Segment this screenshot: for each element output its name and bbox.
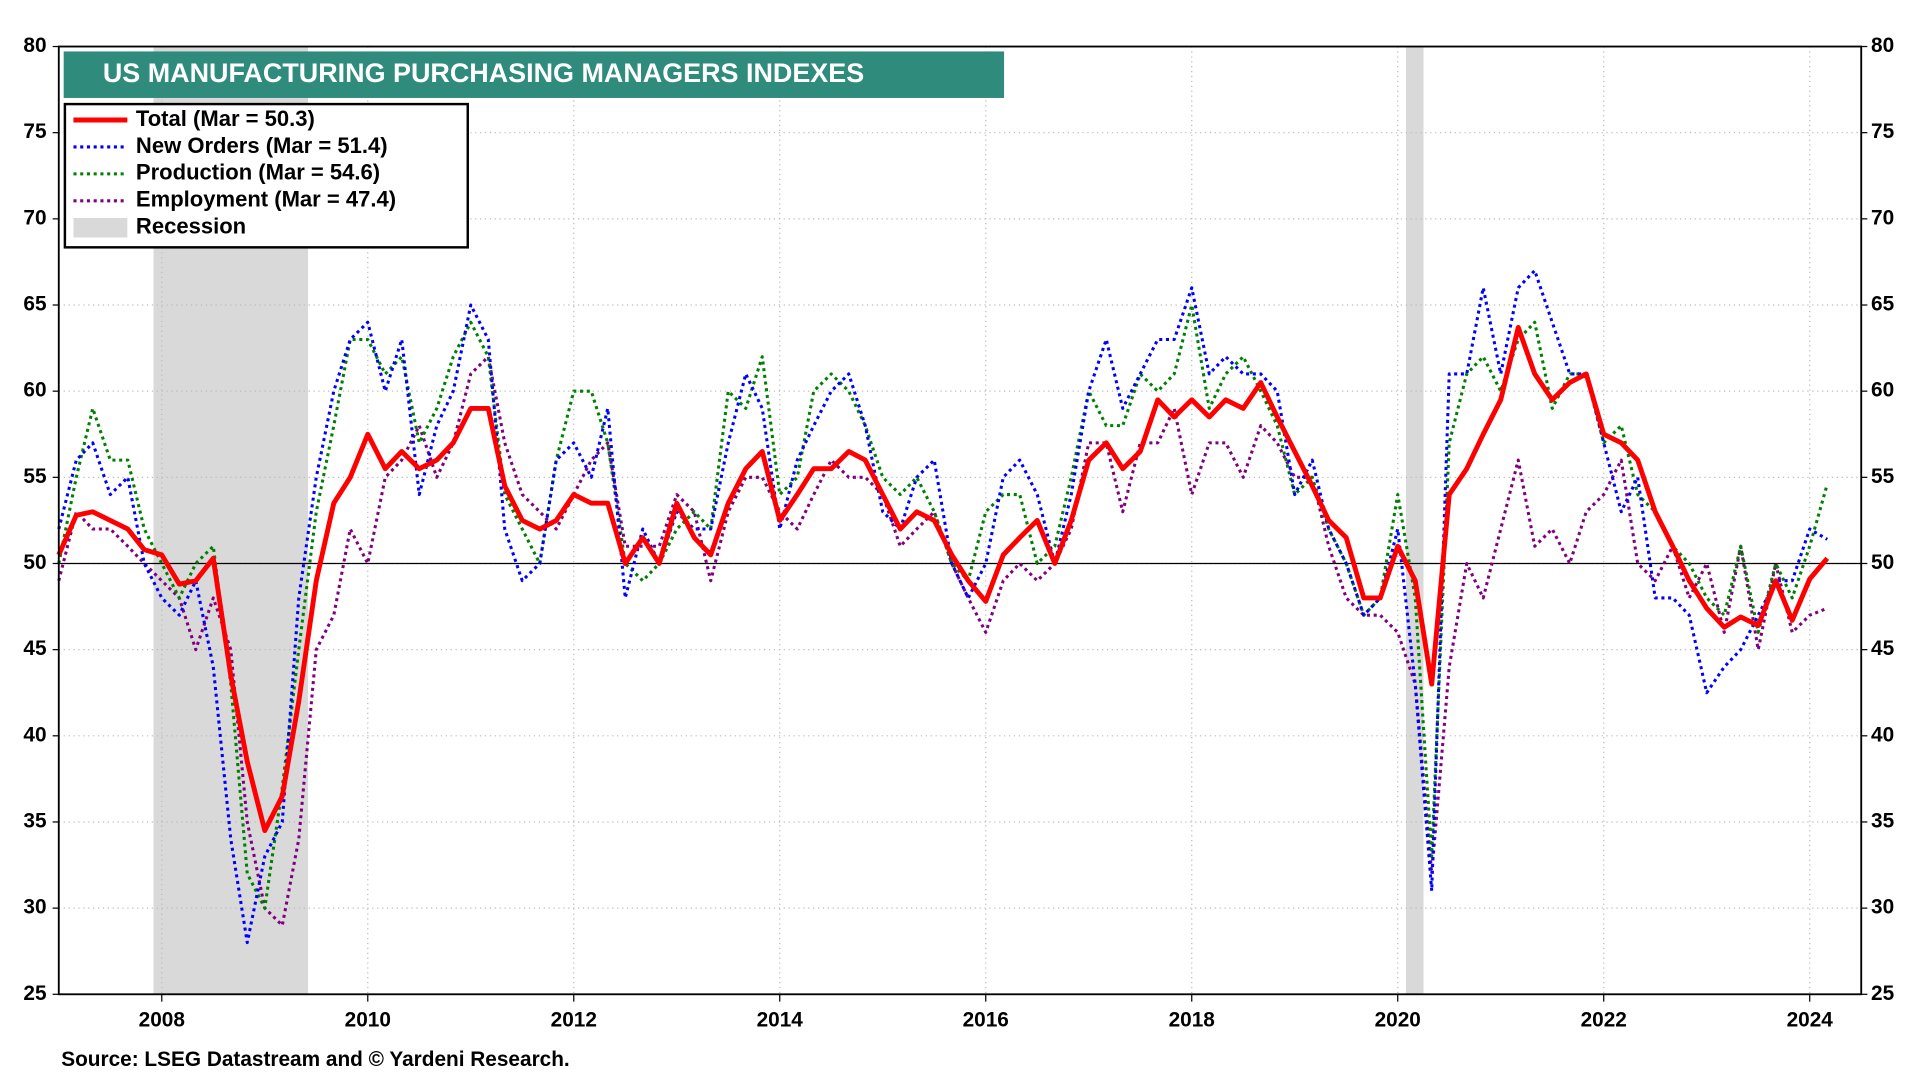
y-tick-label: 60	[23, 379, 46, 402]
chart-title: US MANUFACTURING PURCHASING MANAGERS IND…	[103, 58, 864, 88]
x-tick-label: 2012	[551, 1009, 597, 1032]
y-tick-label: 50	[23, 551, 46, 574]
y2-tick-label: 35	[1871, 809, 1894, 832]
x-tick-label: 2010	[345, 1009, 391, 1032]
line-layer	[56, 269, 1830, 945]
y2-tick-label: 70	[1871, 206, 1894, 229]
y2-tick-label: 50	[1871, 551, 1894, 574]
x-tick-label: 2020	[1375, 1009, 1421, 1032]
y2-tick-label: 75	[1871, 120, 1894, 143]
y2-tick-label: 80	[1871, 34, 1894, 57]
legend-label: New Orders (Mar = 51.4)	[136, 133, 388, 158]
x-tick-label: 2016	[963, 1009, 1009, 1032]
y-tick-label: 70	[23, 206, 46, 229]
y-tick-label: 75	[23, 120, 46, 143]
plot-frame	[57, 45, 1863, 996]
x-tick-label: 2022	[1581, 1009, 1627, 1032]
legend-label: Recession	[136, 214, 246, 239]
y-tick-label: 65	[23, 293, 46, 316]
axis-layer: 25 30 35 40 45 50 55 60 65 70 75 80 25 30 35 40 45 50 55 60…	[23, 34, 1894, 1032]
recession-band	[1405, 46, 1424, 995]
y-tick-label: 40	[23, 723, 46, 746]
series-line	[57, 303, 1829, 910]
legend-swatch	[73, 217, 128, 238]
x-tick-label: 2008	[139, 1009, 185, 1032]
y-tick-label: 55	[23, 465, 46, 488]
y-tick-label: 35	[23, 809, 46, 832]
series-line	[56, 324, 1830, 834]
y-tick-label: 25	[23, 982, 46, 1005]
x-tick-label: 2018	[1169, 1009, 1215, 1032]
x-tick-label: 2024	[1787, 1009, 1834, 1032]
y2-tick-label: 60	[1871, 379, 1894, 402]
y-tick-label: 30	[23, 896, 46, 919]
legend-label: Production (Mar = 54.6)	[136, 160, 380, 185]
y2-tick-label: 25	[1871, 982, 1894, 1005]
legend: Total (Mar = 50.3)New Orders (Mar = 51.4…	[73, 106, 396, 239]
y2-tick-label: 45	[1871, 637, 1894, 660]
legend-box	[63, 102, 469, 249]
x-tick-label: 2014	[757, 1009, 804, 1032]
y2-tick-label: 40	[1871, 723, 1894, 746]
series-line	[57, 355, 1828, 927]
y2-tick-label: 65	[1871, 293, 1894, 316]
y2-tick-label: 30	[1871, 896, 1894, 919]
y2-tick-label: 55	[1871, 465, 1894, 488]
source-note: Source: LSEG Datastream and © Yardeni Re…	[61, 1048, 570, 1071]
y-tick-label: 45	[23, 637, 46, 660]
y-tick-label: 80	[23, 34, 46, 57]
legend-label: Employment (Mar = 47.4)	[136, 187, 396, 212]
legend-label: Total (Mar = 50.3)	[136, 106, 315, 131]
title-box	[63, 51, 1005, 98]
series-line	[57, 269, 1829, 945]
